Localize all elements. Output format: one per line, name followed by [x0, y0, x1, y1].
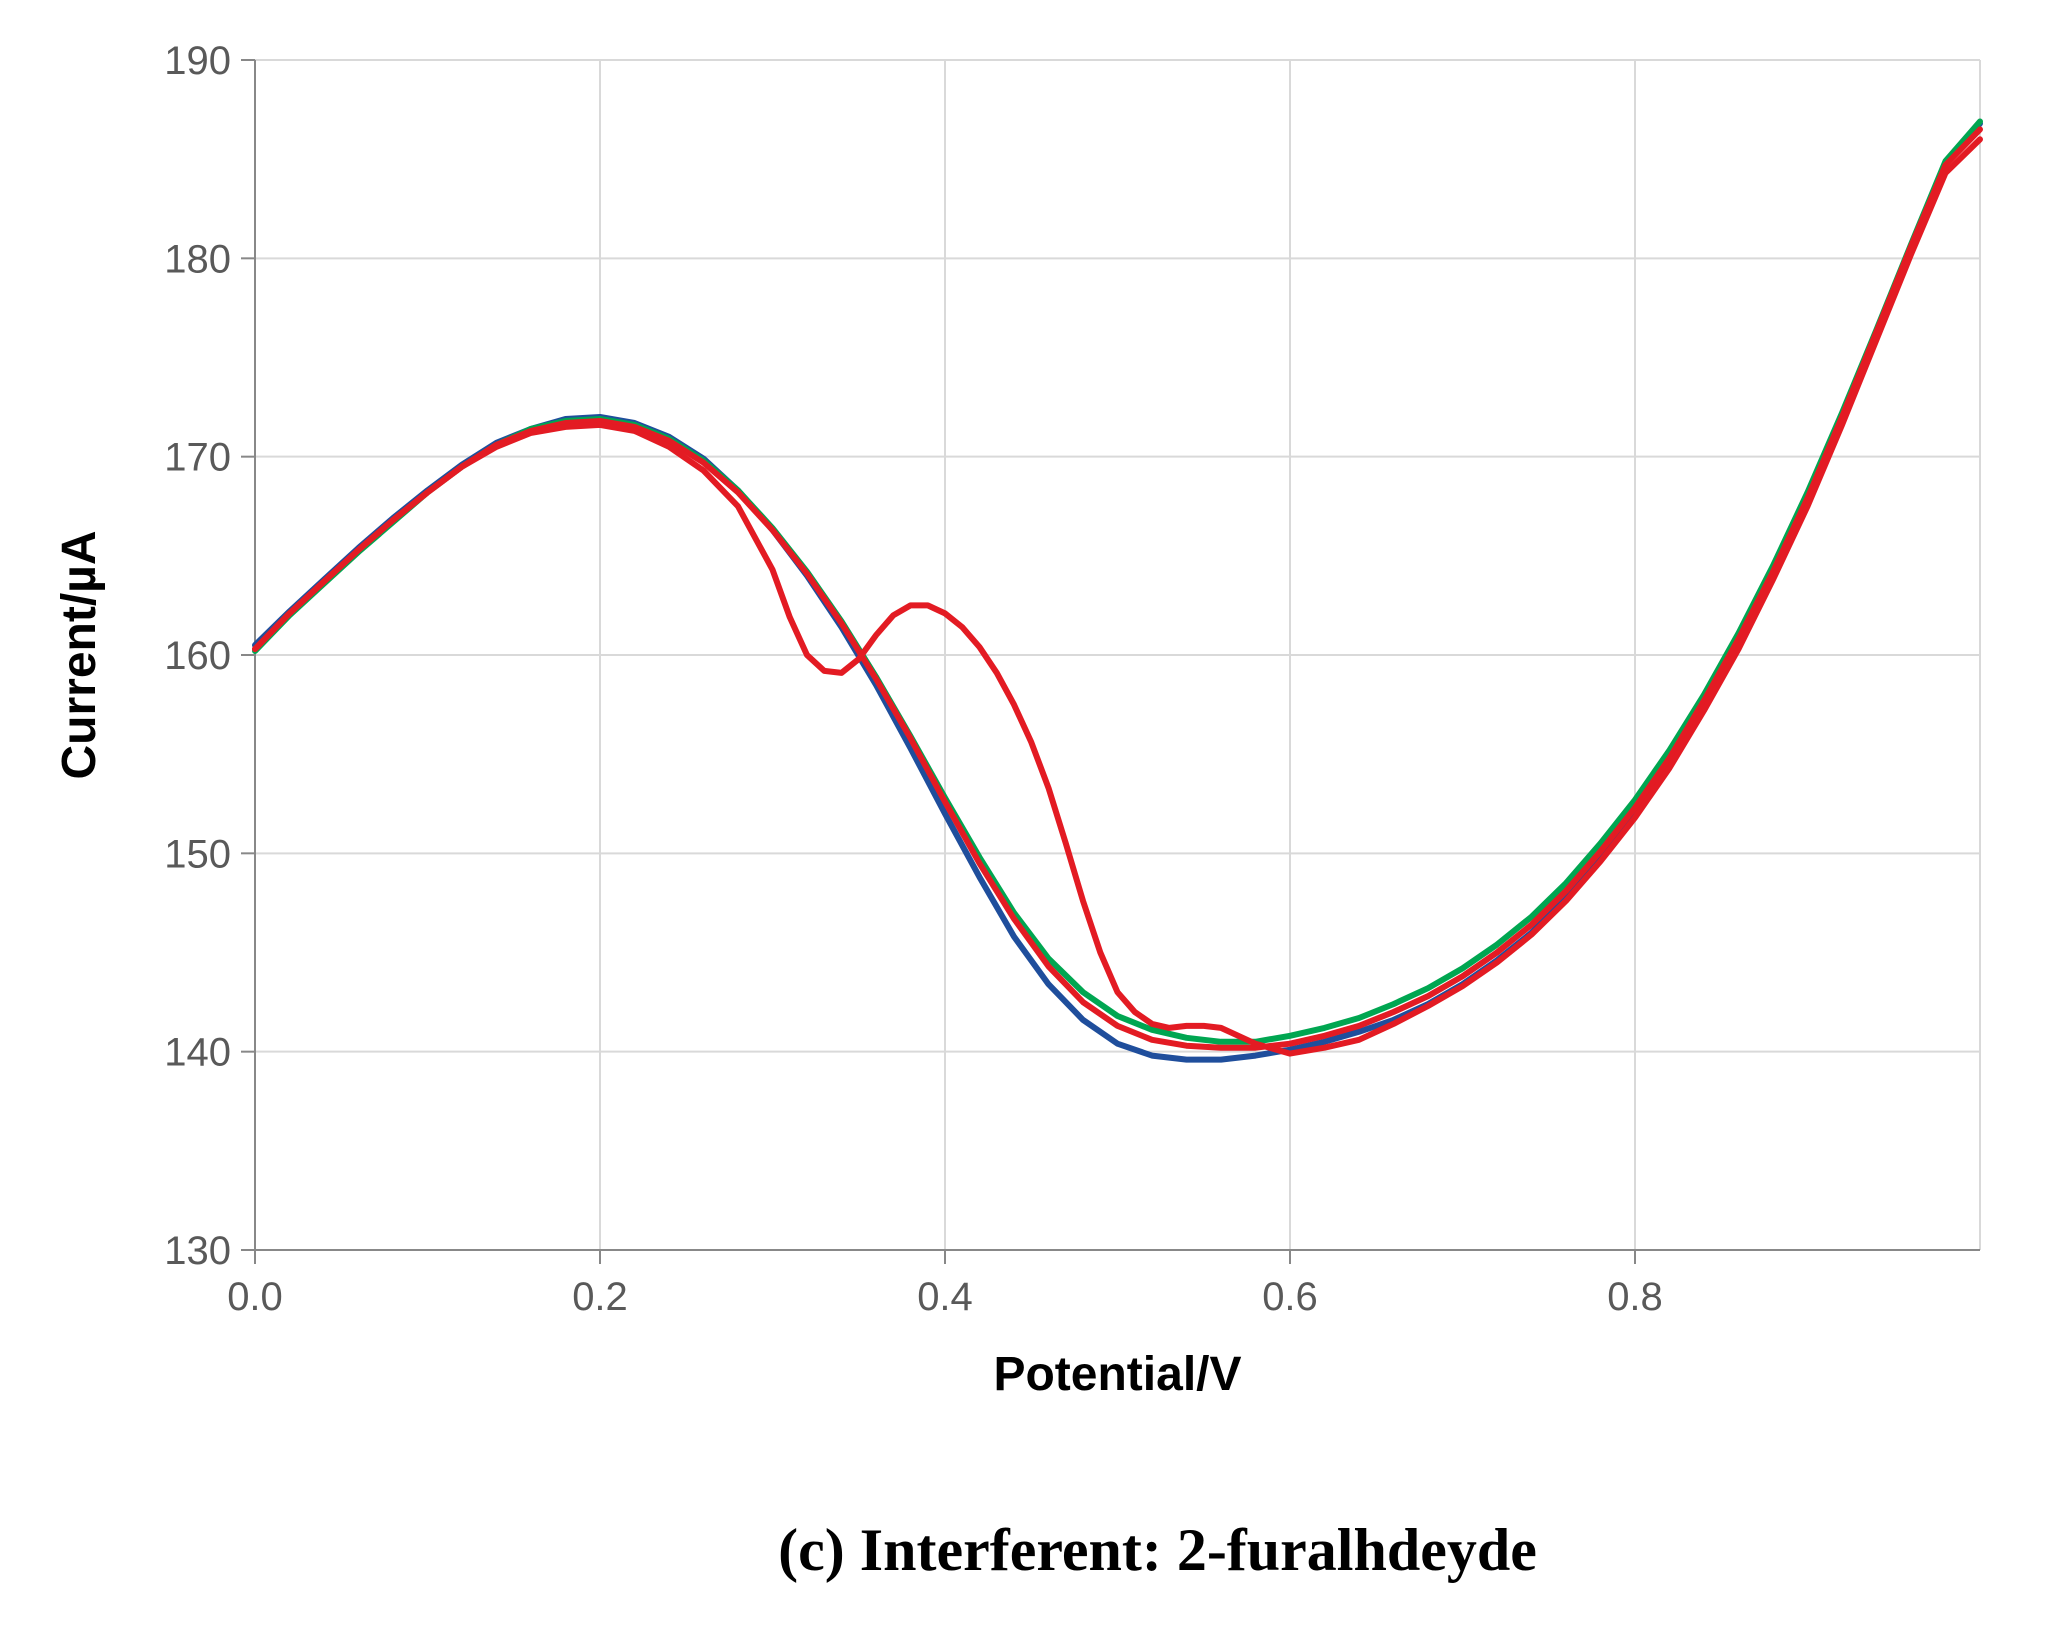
- y-tick-label: 190: [164, 39, 231, 83]
- y-tick-label: 180: [164, 237, 231, 281]
- x-tick-label: 0.4: [917, 1275, 973, 1319]
- y-tick-label: 160: [164, 634, 231, 678]
- x-tick-label: 0.0: [227, 1275, 283, 1319]
- chart-container: 0.0 0.2 0.4 0.6 0.8 130 140 150 160 170 180 190 Pote…: [0, 0, 2051, 1640]
- y-tick-label: 140: [164, 1031, 231, 1075]
- y-axis-title: Current/µA: [53, 531, 106, 780]
- x-tick-label: 0.8: [1607, 1275, 1663, 1319]
- x-axis-title: Potential/V: [993, 1348, 1241, 1401]
- series-red-peak: [255, 139, 1980, 1053]
- y-tick-label: 150: [164, 832, 231, 876]
- chart-caption: (c) Interferent: 2-furalhdeyde: [778, 1517, 1537, 1583]
- series-red-baseline: [255, 129, 1980, 1047]
- chart-svg: 0.0 0.2 0.4 0.6 0.8 130 140 150 160 170 180 190 Pote…: [0, 0, 2051, 1640]
- series-green: [255, 122, 1980, 1042]
- x-tick-label: 0.6: [1262, 1275, 1318, 1319]
- series-blue: [255, 124, 1980, 1060]
- y-tick-label: 130: [164, 1229, 231, 1273]
- y-tick-label: 170: [164, 436, 231, 480]
- x-tick-label: 0.2: [572, 1275, 628, 1319]
